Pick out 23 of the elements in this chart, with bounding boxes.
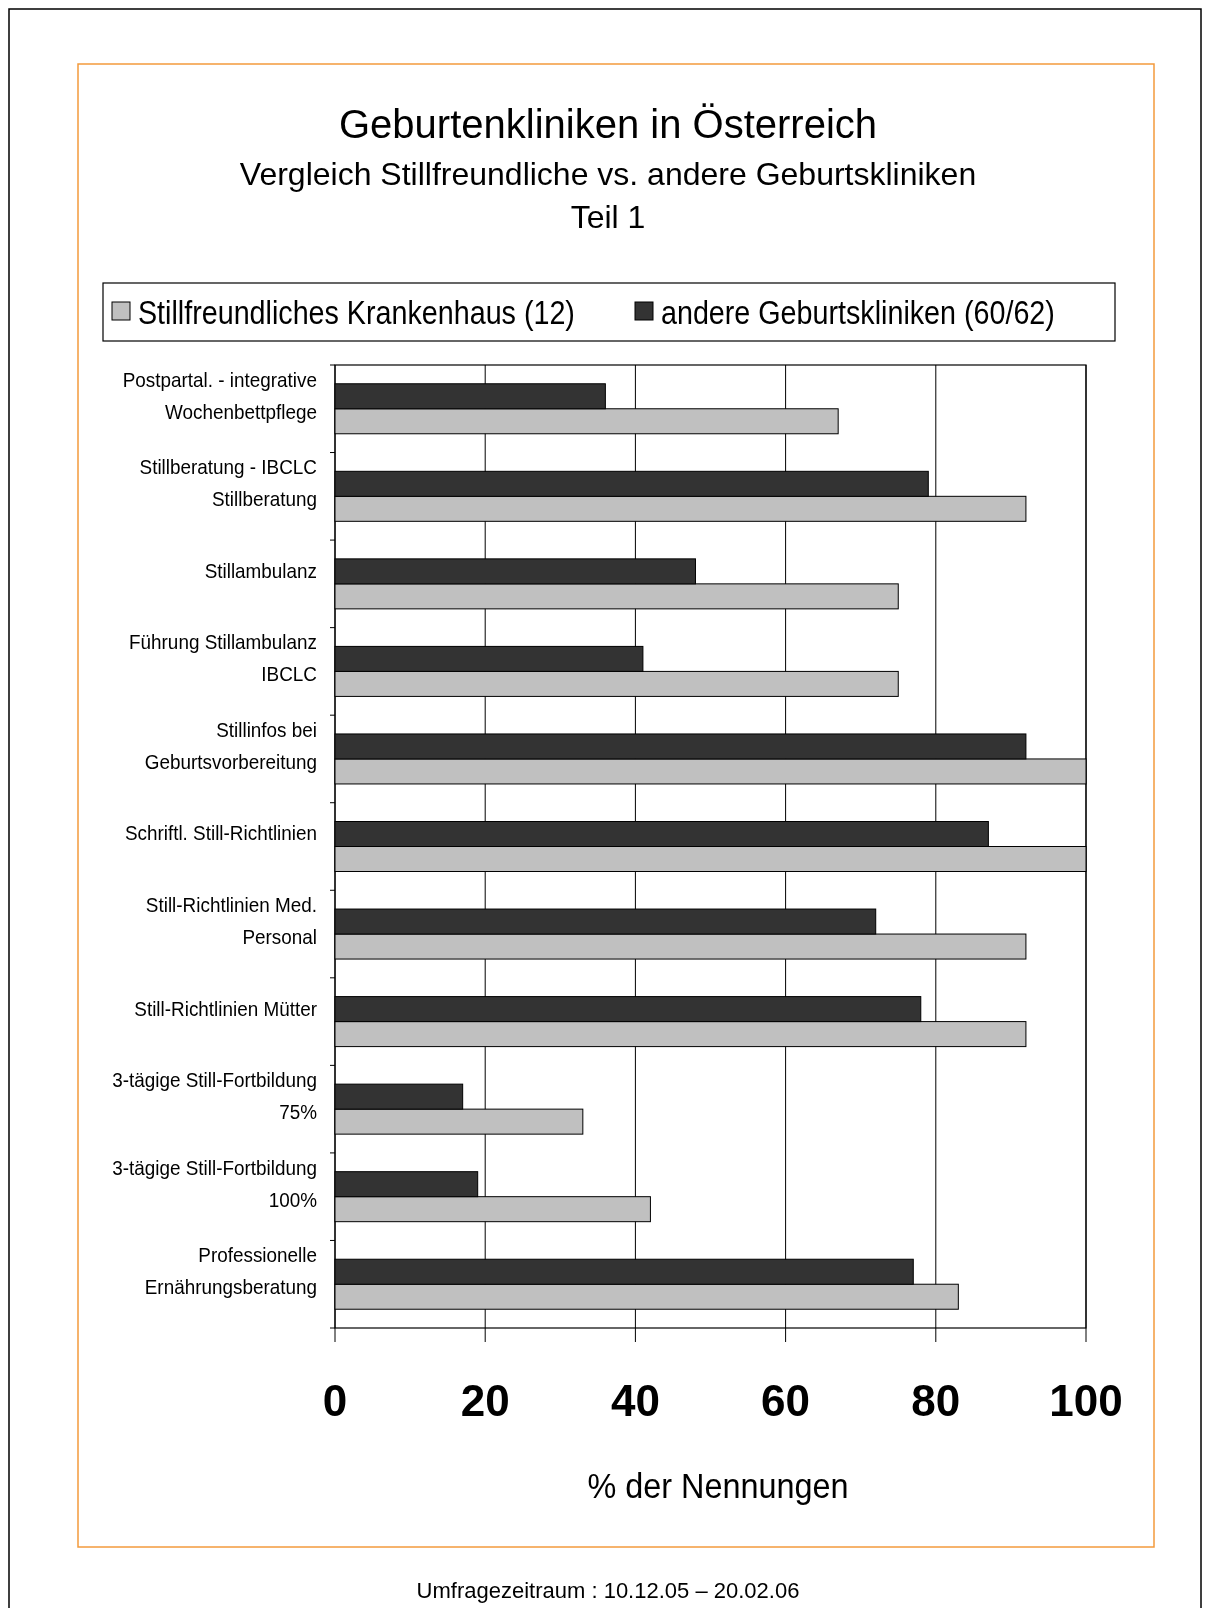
- y-tick-label: Schriftl. Still-Richtlinien: [124, 821, 317, 845]
- y-tick-label: Stillinfos bei Geburtsvorbereitung: [144, 718, 317, 774]
- y-tick-label: Still-Richtlinien Mütter: [134, 996, 318, 1020]
- text: Umfragezeitraum : 10.12.05 – 20.02.06: [416, 1578, 800, 1603]
- y-tick-label: Stillberatung - IBCLC Stillberatung: [139, 455, 317, 511]
- y-tick-label: Professionelle Ernährungsberatung: [144, 1243, 317, 1299]
- chart-title: Geburtenkliniken in Österreich: [338, 102, 878, 146]
- legend-label: Stillfreundliches Krankenhaus (12): [138, 294, 575, 332]
- x-axis-title: % der Nennungen: [587, 1465, 849, 1506]
- y-tick-label: Führung Stillambulanz IBCLC: [129, 630, 317, 686]
- y-tick-label: Still-Richtlinien Med. Personal: [145, 893, 317, 949]
- y-tick-label: Postpartal. - integrative Wochenbettpflege: [122, 367, 317, 423]
- x-tick-label: 0: [322, 1376, 348, 1425]
- y-tick-label: 3-tägige Still-Fortbildung 100%: [112, 1155, 318, 1211]
- x-tick-label: 100: [1049, 1376, 1123, 1425]
- x-tick-label: 20: [460, 1376, 510, 1425]
- x-tick-label: 40: [610, 1376, 660, 1425]
- x-tick-label: 60: [761, 1376, 811, 1425]
- legend-label: andere Geburtskliniken (60/62): [661, 294, 1055, 332]
- y-tick-label: Stillambulanz: [204, 558, 317, 583]
- y-tick-label: 3-tägige Still-Fortbildung 75%: [112, 1068, 318, 1124]
- x-tick-label: 80: [911, 1376, 961, 1425]
- chart-subtitle: Vergleich Stillfreundliche vs. andere Geburtskliniken Teil 1: [239, 156, 977, 235]
